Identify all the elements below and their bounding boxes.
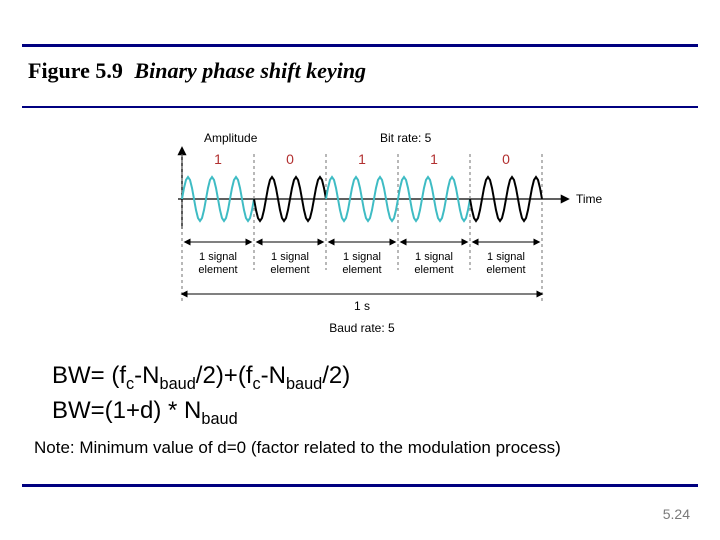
figure-title: Binary phase shift keying — [128, 58, 366, 83]
signal-element-label: 1 signal — [271, 251, 309, 263]
top-rule — [22, 44, 698, 47]
formula-line-2: BW=(1+d) * Nbaud — [52, 395, 350, 430]
signal-element-label: element — [342, 264, 381, 276]
bit-value: 1 — [214, 151, 222, 167]
signal-element-label: 1 signal — [343, 251, 381, 263]
bpsk-svg: AmplitudeBit rate: 5Time101101 signalele… — [122, 124, 602, 346]
amplitude-label: Amplitude — [204, 131, 258, 145]
figure-caption: Figure 5.9 Binary phase shift keying — [28, 58, 366, 84]
signal-element-label: element — [198, 264, 237, 276]
formula-line-1: BW= (fc-Nbaud/2)+(fc-Nbaud/2) — [52, 360, 350, 395]
bandwidth-formulas: BW= (fc-Nbaud/2)+(fc-Nbaud/2) BW=(1+d) *… — [52, 360, 350, 430]
signal-element-label: 1 signal — [199, 251, 237, 263]
bit-value: 1 — [358, 151, 366, 167]
baudrate-label: Baud rate: 5 — [329, 321, 395, 335]
bit-value: 0 — [286, 151, 294, 167]
signal-element-label: element — [486, 264, 525, 276]
figure-number: Figure 5.9 — [28, 58, 123, 83]
signal-element-label: element — [270, 264, 309, 276]
page-number: 5.24 — [663, 506, 690, 522]
mid-rule — [22, 106, 698, 108]
bitrate-label: Bit rate: 5 — [380, 131, 432, 145]
signal-element-label: element — [414, 264, 453, 276]
time-label: Time — [576, 192, 602, 206]
bottom-rule — [22, 484, 698, 487]
note-text: Note: Minimum value of d=0 (factor relat… — [34, 438, 561, 458]
duration-label: 1 s — [354, 299, 370, 313]
signal-element-label: 1 signal — [415, 251, 453, 263]
bit-value: 1 — [430, 151, 438, 167]
slide: Figure 5.9 Binary phase shift keying Amp… — [0, 0, 720, 540]
bpsk-diagram: AmplitudeBit rate: 5Time101101 signalele… — [122, 124, 602, 346]
bit-value: 0 — [502, 151, 510, 167]
signal-element-label: 1 signal — [487, 251, 525, 263]
